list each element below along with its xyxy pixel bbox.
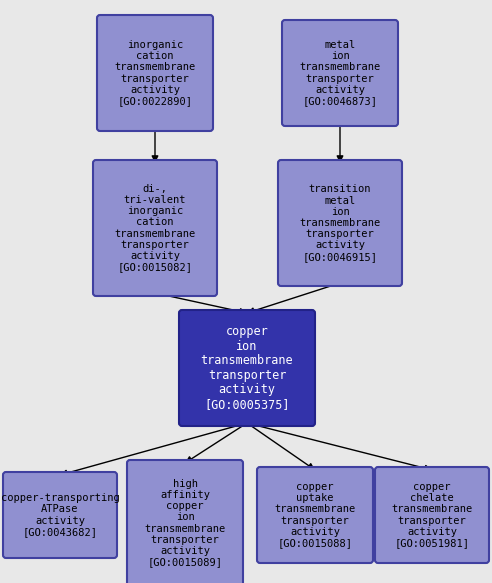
FancyBboxPatch shape xyxy=(3,472,117,558)
FancyBboxPatch shape xyxy=(257,467,373,563)
Text: high
affinity
copper
ion
transmembrane
transporter
activity
[GO:0015089]: high affinity copper ion transmembrane t… xyxy=(144,479,226,567)
Text: copper
uptake
transmembrane
transporter
activity
[GO:0015088]: copper uptake transmembrane transporter … xyxy=(275,482,356,548)
FancyBboxPatch shape xyxy=(127,460,243,583)
FancyBboxPatch shape xyxy=(179,310,315,426)
Text: di-,
tri-valent
inorganic
cation
transmembrane
transporter
activity
[GO:0015082]: di-, tri-valent inorganic cation transme… xyxy=(114,184,196,272)
Text: copper
chelate
transmembrane
transporter
activity
[GO:0051981]: copper chelate transmembrane transporter… xyxy=(391,482,473,548)
FancyBboxPatch shape xyxy=(278,160,402,286)
FancyBboxPatch shape xyxy=(93,160,217,296)
FancyBboxPatch shape xyxy=(375,467,489,563)
Text: transition
metal
ion
transmembrane
transporter
activity
[GO:0046915]: transition metal ion transmembrane trans… xyxy=(299,184,381,262)
Text: copper
ion
transmembrane
transporter
activity
[GO:0005375]: copper ion transmembrane transporter act… xyxy=(201,325,293,411)
FancyBboxPatch shape xyxy=(97,15,213,131)
FancyBboxPatch shape xyxy=(282,20,398,126)
Text: metal
ion
transmembrane
transporter
activity
[GO:0046873]: metal ion transmembrane transporter acti… xyxy=(299,40,381,106)
Text: copper-transporting
ATPase
activity
[GO:0043682]: copper-transporting ATPase activity [GO:… xyxy=(0,493,120,537)
Text: inorganic
cation
transmembrane
transporter
activity
[GO:0022890]: inorganic cation transmembrane transport… xyxy=(114,40,196,106)
